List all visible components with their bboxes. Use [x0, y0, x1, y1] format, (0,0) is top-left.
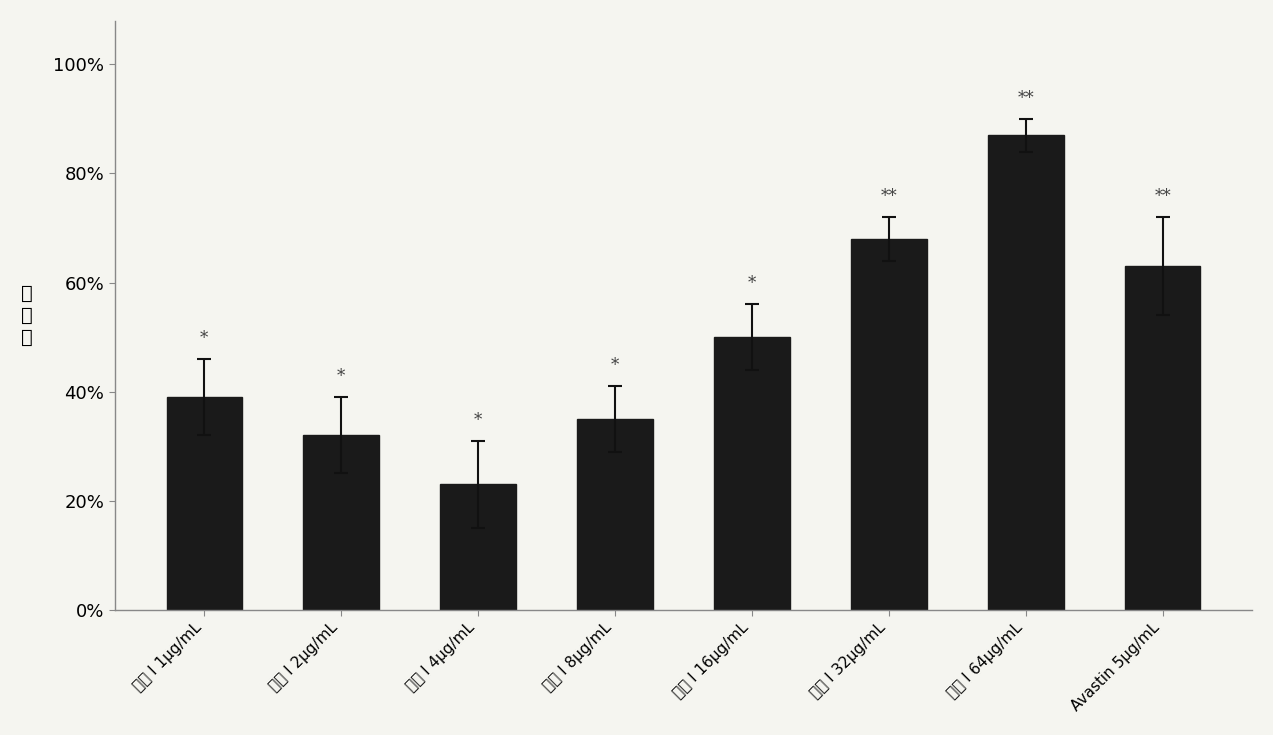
Bar: [167, 397, 242, 609]
Text: **: **: [881, 188, 897, 205]
Text: *: *: [611, 357, 619, 374]
Bar: [578, 419, 653, 609]
Bar: [1125, 266, 1200, 609]
Y-axis label: 抑
制
率: 抑 制 率: [20, 284, 33, 347]
Bar: [440, 484, 516, 609]
Bar: [852, 239, 927, 609]
Text: *: *: [747, 276, 756, 293]
Text: *: *: [337, 368, 345, 385]
Text: *: *: [200, 330, 209, 347]
Text: *: *: [474, 412, 482, 429]
Text: **: **: [1017, 90, 1034, 107]
Text: **: **: [1155, 188, 1171, 205]
Bar: [303, 435, 379, 609]
Bar: [714, 337, 789, 609]
Bar: [988, 135, 1063, 609]
